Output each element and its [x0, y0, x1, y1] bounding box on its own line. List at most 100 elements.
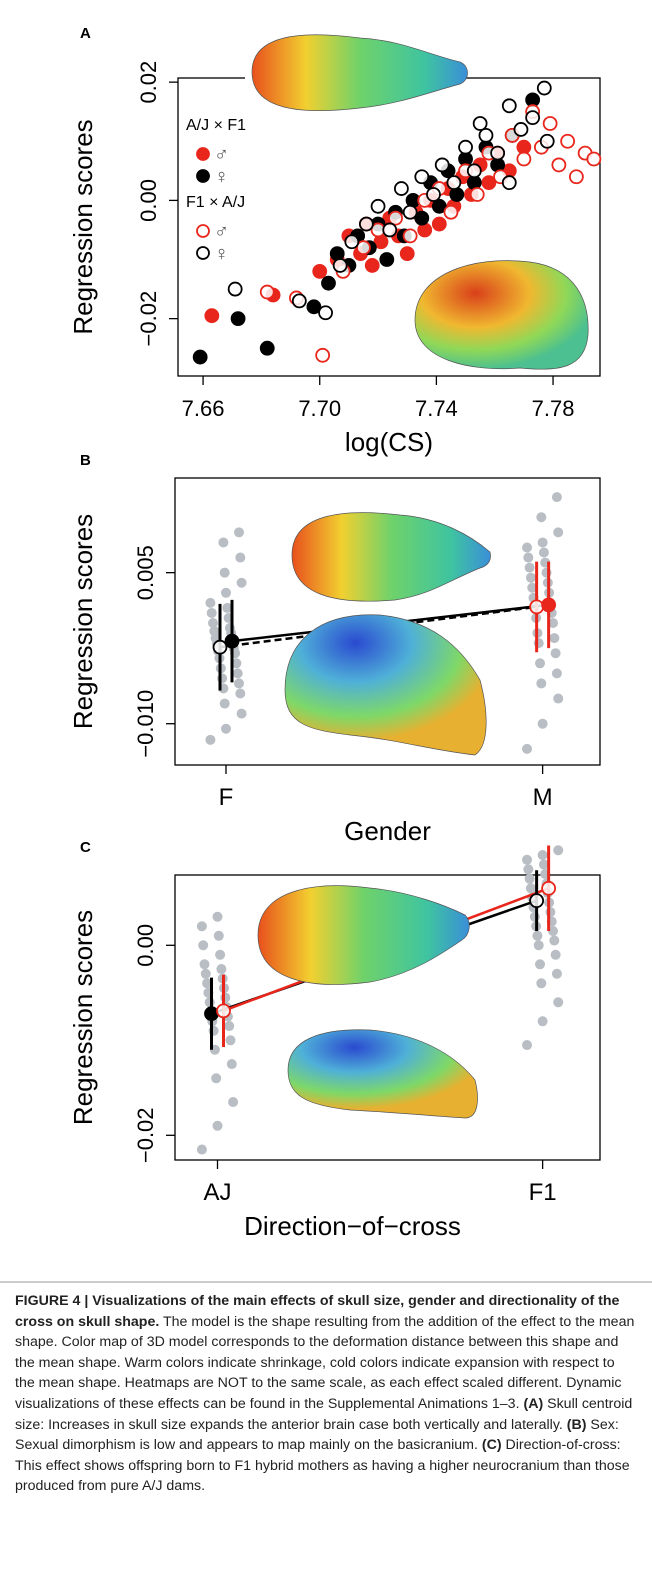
data-point [205, 734, 216, 745]
data-point [228, 1097, 239, 1108]
data-point [525, 883, 536, 894]
x-tick-label: AJ [203, 1179, 231, 1206]
data-point [224, 1021, 235, 1032]
data-point [218, 537, 229, 548]
data-point [221, 587, 231, 598]
panel-label: C [80, 839, 91, 856]
marker [402, 228, 418, 244]
marker [402, 204, 418, 220]
data-point [236, 577, 247, 588]
marker [382, 222, 398, 238]
marker [501, 98, 517, 114]
separator [0, 1281, 652, 1283]
legend-label: ♀ [214, 166, 229, 188]
marker [466, 163, 482, 179]
marker [541, 880, 557, 896]
data-point [221, 723, 231, 734]
marker [291, 293, 307, 309]
legend-title: F1 × A/J [186, 194, 245, 211]
marker [551, 157, 567, 173]
marker [490, 145, 506, 161]
data-point [212, 1120, 223, 1131]
data-point [220, 992, 231, 1003]
data-point [529, 911, 540, 922]
marker [426, 187, 441, 202]
legend-marker [196, 224, 210, 238]
data-point [537, 537, 548, 548]
x-tick-label: F [219, 784, 234, 811]
y-axis-label: Regression scores [68, 119, 98, 334]
marker [259, 284, 275, 300]
data-point [548, 618, 559, 629]
data-point [204, 997, 215, 1008]
data-point [553, 527, 564, 538]
data-point [536, 512, 547, 523]
marker [539, 133, 555, 149]
y-tick-label: 0.00 [133, 924, 158, 967]
marker [204, 1006, 219, 1022]
marker [443, 204, 459, 220]
marker [192, 349, 208, 365]
data-point [232, 668, 243, 679]
marker [212, 639, 228, 655]
data-point [536, 978, 547, 989]
marker [399, 246, 415, 262]
data-point [200, 968, 211, 979]
data-point [550, 648, 561, 659]
marker [469, 187, 485, 202]
data-point [553, 693, 564, 704]
caption: FIGURE 4 | Visualizations of the main ef… [15, 1291, 637, 1497]
marker [529, 893, 545, 909]
skull-top [251, 34, 468, 112]
y-tick-label: −0.02 [133, 1107, 158, 1163]
x-tick-label: 7.66 [182, 396, 225, 421]
data-point [548, 926, 559, 937]
data-point [235, 688, 246, 699]
legend-marker [196, 147, 210, 161]
marker [541, 597, 557, 613]
data-point [219, 698, 230, 709]
marker [259, 340, 275, 356]
data-point [196, 1144, 207, 1155]
data-point [553, 997, 564, 1008]
data-point [209, 626, 220, 637]
data-point [525, 572, 536, 583]
y-tick-label: −0.02 [136, 291, 161, 347]
y-tick-label: 0.00 [136, 179, 161, 222]
marker [501, 175, 517, 191]
data-point [219, 567, 230, 578]
data-point [523, 552, 534, 563]
marker [458, 139, 473, 155]
data-point [235, 552, 246, 563]
skull-top [291, 512, 491, 602]
caption-title: FIGURE 4 | Visualizations of the main ef… [15, 1293, 620, 1330]
skull-top [257, 885, 470, 985]
marker [329, 246, 345, 262]
data-point [522, 1040, 533, 1051]
marker [568, 169, 584, 185]
data-point [537, 1016, 548, 1027]
data-point [225, 1035, 236, 1046]
data-point [208, 618, 218, 629]
marker [481, 175, 497, 191]
marker [446, 175, 462, 191]
marker [388, 210, 403, 226]
x-tick-label: F1 [529, 1179, 557, 1206]
plot-frame [174, 874, 601, 1161]
marker [227, 281, 243, 297]
data-point [551, 968, 562, 979]
data-point [215, 949, 226, 960]
marker [358, 216, 374, 232]
skull-side [284, 614, 487, 756]
data-point [537, 718, 548, 729]
caption-panel-text: Direction-of-cross: This effect shows of… [15, 1437, 630, 1495]
caption-text: The model is the shape resulting from th… [15, 1313, 635, 1412]
data-point [551, 668, 562, 679]
data-point [216, 964, 227, 975]
data-point [523, 864, 534, 875]
data-point [545, 907, 556, 918]
marker [414, 169, 430, 185]
marker [356, 240, 371, 256]
panel-label: A [80, 25, 91, 42]
marker [560, 133, 576, 149]
